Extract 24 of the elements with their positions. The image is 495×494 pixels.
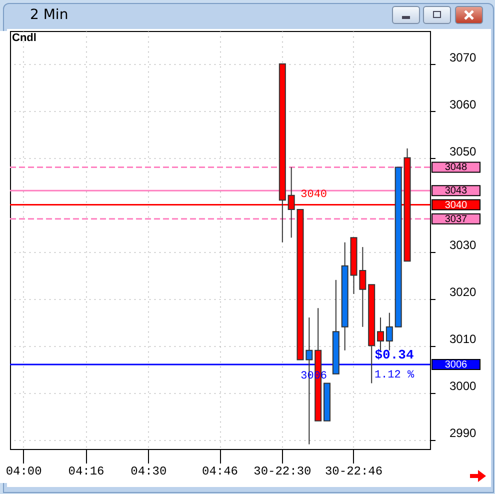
y-tick-label: 3070 — [450, 50, 477, 64]
x-tick-label: 04:30 — [130, 464, 167, 478]
ref-line-label: 3040 — [444, 200, 468, 211]
annotation: 1.12 % — [374, 369, 414, 382]
ref-line-label: 3037 — [444, 214, 468, 225]
chart-title: 2 Min — [30, 7, 68, 23]
ref-line-label: 3043 — [444, 186, 468, 197]
ref-line-label: 3006 — [444, 359, 468, 370]
y-tick-label: 3020 — [450, 285, 477, 300]
x-tick-label: 04:46 — [202, 464, 238, 478]
y-tick-label: 2990 — [450, 426, 477, 440]
y-tick-label: 3050 — [450, 144, 477, 158]
annotation: 3040 — [300, 188, 328, 201]
y-tick-label: 3000 — [450, 379, 477, 394]
y-tick-label: 3030 — [450, 238, 477, 252]
annotation: $0.34 — [374, 347, 414, 362]
x-tick-label: 30-22:46 — [324, 464, 383, 478]
x-tick-label: 04:00 — [6, 464, 42, 478]
ref-line-label: 3048 — [444, 162, 468, 174]
x-tick-label: 04:16 — [68, 464, 104, 478]
y-tick-label: 3060 — [450, 97, 477, 112]
x-tick-label: 30-22:30 — [254, 464, 312, 478]
y-tick-label: 3010 — [450, 332, 477, 346]
chart-subtitle: Cndl — [12, 32, 36, 44]
